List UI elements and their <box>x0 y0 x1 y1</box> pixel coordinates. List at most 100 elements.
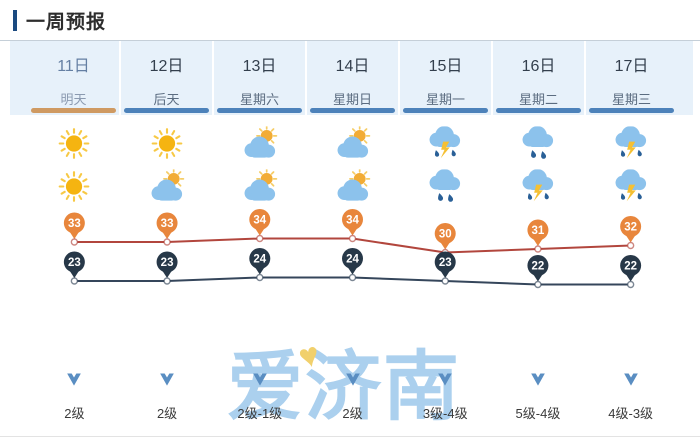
low-temp-marker: 23 <box>434 251 456 285</box>
rain-icon <box>517 126 559 161</box>
tab-weekday: 星期三 <box>611 92 651 107</box>
sunny-icon <box>146 126 188 161</box>
wind-column: 4级-3级 <box>584 372 677 422</box>
partly-cloudy-icon <box>332 126 374 161</box>
weather-icon-column <box>492 126 585 204</box>
wind-column: 2级 <box>121 372 214 422</box>
tab-date: 13日 <box>242 58 277 75</box>
low-temp-value: 23 <box>161 257 174 269</box>
wind-level-label: 2级 <box>156 406 178 421</box>
high-temp-marker: 33 <box>63 212 85 246</box>
wind-level-label: 2级 <box>64 406 85 421</box>
chevron-down-icon <box>344 372 362 387</box>
high-temp-value: 32 <box>624 222 637 234</box>
weather-icons-grid <box>10 126 693 204</box>
partly-cloudy-icon <box>332 169 374 204</box>
tab-underline <box>217 108 302 113</box>
chart-point-dot <box>70 238 79 246</box>
tab-bar: 11日 明天 12日 后天 13日 星期六 14日 星期日 15日 星期一 16日 星期二 17日 星期三 <box>10 41 693 115</box>
chevron-down-icon <box>622 372 640 387</box>
high-temp-marker: 34 <box>342 209 363 243</box>
weather-icon-column <box>28 126 121 204</box>
weather-icon-column <box>121 126 214 204</box>
wind-column: 2级-1级 <box>213 372 306 422</box>
tab-date: 17日 <box>614 58 649 75</box>
low-temp-value: 22 <box>624 261 637 273</box>
chart-point-dot <box>256 273 264 282</box>
tab-weekday: 明天 <box>60 92 87 107</box>
low-temp-value: 22 <box>532 261 545 273</box>
tab-underline <box>310 108 395 113</box>
weather-icon-column <box>399 126 492 204</box>
chevron-down-icon <box>529 372 547 387</box>
tab-day-7[interactable]: 17日星期三 <box>586 41 677 115</box>
chart-point-dot <box>348 234 357 243</box>
bottom-divider <box>0 436 700 437</box>
tab-weekday: 后天 <box>153 92 180 107</box>
low-temp-marker: 22 <box>527 255 549 289</box>
chart-point-dot <box>441 248 449 257</box>
chart-point-dot <box>348 273 357 282</box>
title-accent-bar <box>13 10 17 31</box>
page-title: 一周预报 <box>26 12 107 33</box>
chart-point-dot <box>70 277 79 285</box>
panel-header: 一周预报 <box>13 7 106 34</box>
high-temp-marker: 32 <box>620 216 642 250</box>
wind-column: 2级 <box>28 372 121 422</box>
low-temp-marker: 24 <box>249 248 271 282</box>
low-temp-value: 24 <box>346 254 359 266</box>
tab-day-1[interactable]: 11日明天 <box>28 41 121 115</box>
partly-cloudy-icon <box>239 126 281 161</box>
wind-level-label: 2级 <box>342 406 363 421</box>
tab-weekday: 星期一 <box>425 92 465 107</box>
tab-day-2[interactable]: 12日 后天 <box>121 41 214 115</box>
rain-icon <box>424 169 466 204</box>
header-divider <box>0 40 700 41</box>
chart-point-dot <box>534 280 542 289</box>
high-temp-line <box>74 237 631 254</box>
sunny-icon <box>53 126 95 161</box>
chart-point-dot <box>534 245 542 253</box>
high-temp-value: 33 <box>68 218 81 230</box>
chevron-down-icon <box>436 372 454 387</box>
wind-level-label: 5级-4级 <box>515 406 561 421</box>
weather-icon-column <box>306 126 399 204</box>
chart-point-dot <box>626 280 635 289</box>
tab-underline <box>589 108 674 113</box>
tab-underline <box>124 108 209 113</box>
partly-cloudy-icon <box>239 169 281 204</box>
low-temp-marker: 23 <box>63 251 85 285</box>
thunderstorm-icon <box>610 126 652 161</box>
low-temp-line <box>74 276 631 286</box>
tab-underline <box>403 108 488 113</box>
tab-day-3[interactable]: 13日 星期六 <box>214 41 307 115</box>
weather-icon-column <box>213 126 306 204</box>
tab-date: 11日 <box>57 58 90 75</box>
wind-column: 5级-4级 <box>492 372 585 422</box>
high-temp-value: 34 <box>346 215 359 227</box>
partly-cloudy-icon <box>146 169 188 204</box>
tab-day-4[interactable]: 14日星期日 <box>307 41 400 115</box>
tab-date: 14日 <box>335 58 370 75</box>
low-temp-marker: 22 <box>620 255 642 289</box>
sunny-icon <box>53 169 95 204</box>
tab-underline <box>31 108 116 113</box>
chart-point-dot <box>441 277 449 285</box>
tab-underline <box>496 108 581 113</box>
chevron-down-icon <box>251 372 269 387</box>
tab-weekday: 星期日 <box>332 92 372 107</box>
thunderstorm-icon <box>517 169 559 204</box>
high-temp-value: 30 <box>439 229 452 241</box>
chart-point-dot <box>163 277 171 285</box>
low-temp-marker: 23 <box>156 251 178 285</box>
wind-column: 3级-4级 <box>399 372 492 422</box>
wind-level-label: 2级-1级 <box>237 406 283 421</box>
tab-day-6[interactable]: 16日 星期二 <box>493 41 586 115</box>
high-temp-marker: 33 <box>156 212 178 246</box>
tab-day-5[interactable]: 15日 星期一 <box>400 41 493 115</box>
wind-column: 2级 <box>306 372 399 422</box>
weather-icon-column <box>584 126 677 204</box>
chart-point-dot <box>256 234 264 243</box>
wind-row: 2级 2级 2级-1级 2级 3级-4级 5级-4级 4级-3级 <box>10 372 693 422</box>
